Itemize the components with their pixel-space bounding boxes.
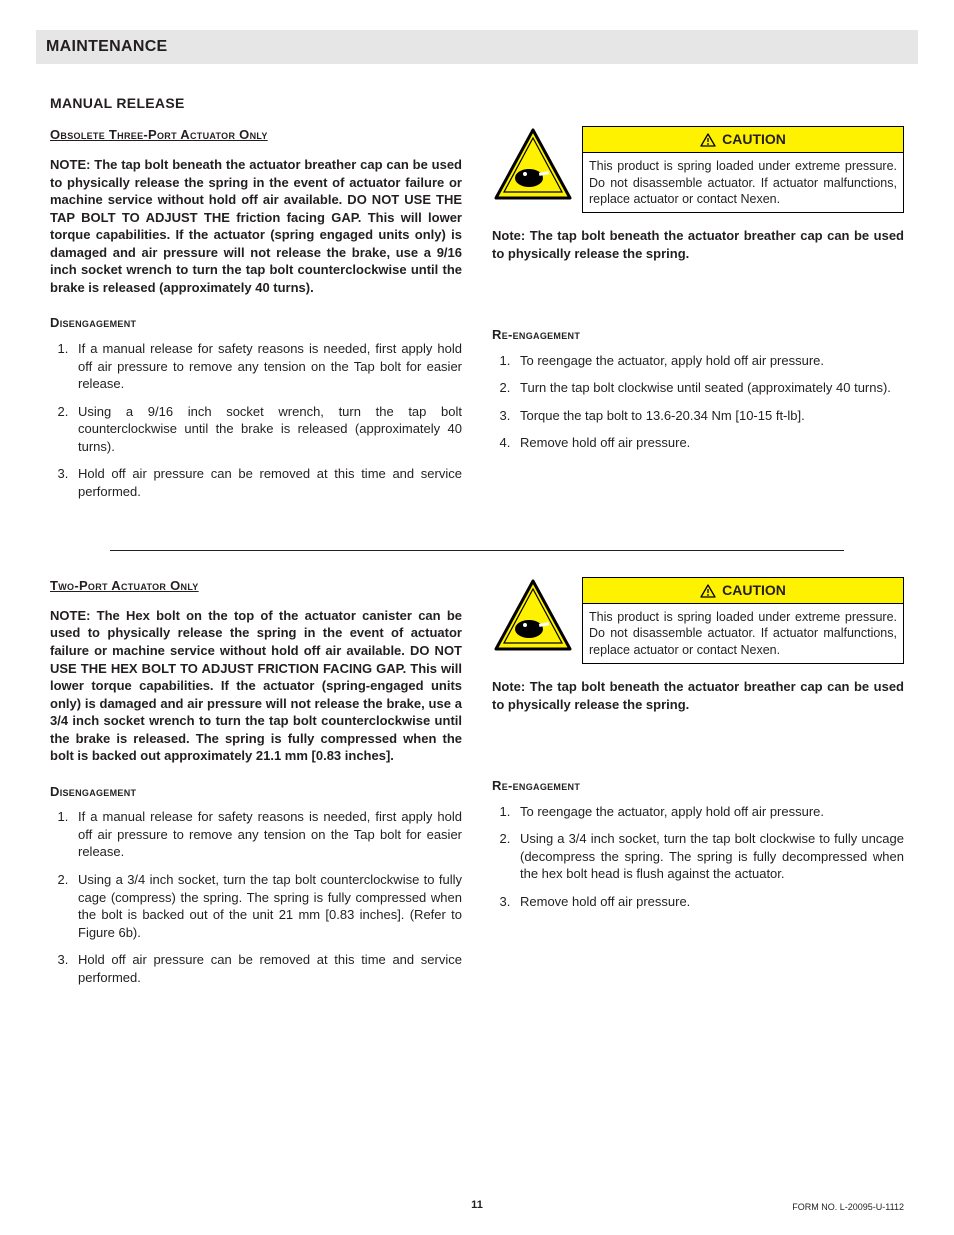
hazard-triangle-icon (492, 577, 574, 655)
part2-subtitle: Two-Port Actuator Only (50, 577, 462, 595)
part2-columns: Two-Port Actuator Only NOTE: The Hex bol… (50, 577, 904, 996)
part1-reengagement-title: Re-engagement (492, 326, 904, 344)
list-item: Using a 3/4 inch socket, turn the tap bo… (514, 830, 904, 883)
caution-body: This product is spring loaded under extr… (583, 153, 903, 212)
page-header: MAINTENANCE (46, 36, 908, 58)
manual-release-title: MANUAL RELEASE (50, 94, 904, 113)
list-item: Hold off air pressure can be removed at … (72, 465, 462, 500)
list-item: Remove hold off air pressure. (514, 893, 904, 911)
part2-right-note: Note: The tap bolt beneath the actuator … (492, 678, 904, 713)
part2-disengagement-title: Disengagement (50, 783, 462, 801)
caution-label: CAUTION (722, 581, 786, 600)
caution-header: CAUTION (583, 127, 903, 153)
form-number: FORM NO. L-20095-U-1112 (792, 1201, 904, 1213)
caution-box: CAUTION This product is spring loaded un… (582, 126, 904, 213)
caution-label: CAUTION (722, 130, 786, 149)
page-footer: 11 FORM NO. L-20095-U-1112 (50, 1201, 904, 1213)
list-item: Using a 9/16 inch socket wrench, turn th… (72, 403, 462, 456)
list-item: If a manual release for safety reasons i… (72, 340, 462, 393)
list-item: To reengage the actuator, apply hold off… (514, 803, 904, 821)
list-item: To reengage the actuator, apply hold off… (514, 352, 904, 370)
part1-note: NOTE: The tap bolt beneath the actuator … (50, 156, 462, 296)
list-item: Using a 3/4 inch socket, turn the tap bo… (72, 871, 462, 941)
list-item: Hold off air pressure can be removed at … (72, 951, 462, 986)
section-divider (110, 550, 844, 551)
part1-right-col: CAUTION This product is spring loaded un… (492, 126, 904, 510)
part2-note: NOTE: The Hex bolt on the top of the act… (50, 607, 462, 765)
part2-reengagement-title: Re-engagement (492, 777, 904, 795)
caution-box: CAUTION This product is spring loaded un… (582, 577, 904, 664)
page-number: 11 (471, 1198, 483, 1213)
header-bar: MAINTENANCE (36, 30, 918, 64)
part2-left-col: Two-Port Actuator Only NOTE: The Hex bol… (50, 577, 462, 996)
hazard-triangle-icon (492, 126, 574, 204)
warning-icon (700, 133, 716, 147)
part2-reengagement-list: To reengage the actuator, apply hold off… (492, 803, 904, 911)
caution-block: CAUTION This product is spring loaded un… (492, 577, 904, 664)
part2-disengagement-list: If a manual release for safety reasons i… (50, 808, 462, 986)
part1-columns: Obsolete Three-Port Actuator Only NOTE: … (50, 126, 904, 510)
list-item: Torque the tap bolt to 13.6-20.34 Nm [10… (514, 407, 904, 425)
part1-disengagement-title: Disengagement (50, 314, 462, 332)
part1-reengagement-list: To reengage the actuator, apply hold off… (492, 352, 904, 452)
part1-right-note: Note: The tap bolt beneath the actuator … (492, 227, 904, 262)
list-item: Turn the tap bolt clockwise until seated… (514, 379, 904, 397)
part1-left-col: Obsolete Three-Port Actuator Only NOTE: … (50, 126, 462, 510)
caution-block: CAUTION This product is spring loaded un… (492, 126, 904, 213)
part1-subtitle: Obsolete Three-Port Actuator Only (50, 126, 462, 144)
list-item: If a manual release for safety reasons i… (72, 808, 462, 861)
warning-icon (700, 584, 716, 598)
caution-body: This product is spring loaded under extr… (583, 604, 903, 663)
part2-right-col: CAUTION This product is spring loaded un… (492, 577, 904, 996)
caution-header: CAUTION (583, 578, 903, 604)
list-item: Remove hold off air pressure. (514, 434, 904, 452)
part1-disengagement-list: If a manual release for safety reasons i… (50, 340, 462, 500)
